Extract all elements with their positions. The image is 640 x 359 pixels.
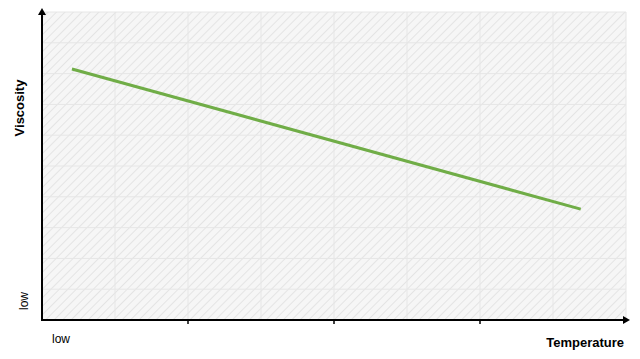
y-axis	[41, 14, 43, 321]
grid-line-y	[42, 166, 626, 167]
x-axis	[42, 319, 624, 321]
grid-line-y	[42, 227, 626, 228]
y-tick-label: low	[17, 292, 31, 310]
data-line	[72, 69, 581, 209]
grid-line-y	[42, 258, 626, 259]
y-axis-arrow	[38, 8, 46, 15]
grid	[42, 12, 626, 324]
grid-line-y	[42, 12, 626, 13]
grid-line-y	[42, 289, 626, 290]
x-axis-title: Temperature	[546, 335, 624, 350]
data-group	[72, 69, 581, 209]
grid-line-y	[42, 135, 626, 136]
plot-background	[42, 12, 626, 320]
grid-line-y	[42, 42, 626, 43]
y-axis-title: Viscosity	[12, 79, 27, 137]
x-axis-arrow	[623, 316, 630, 324]
x-tick-label: low	[52, 332, 70, 346]
chart: low low Temperature Viscosity	[0, 0, 640, 359]
grid-line-y	[42, 104, 626, 105]
grid-line-y	[42, 73, 626, 74]
